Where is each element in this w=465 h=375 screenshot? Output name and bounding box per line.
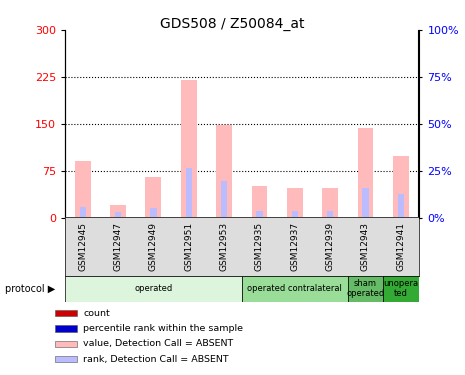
Bar bbox=[322, 188, 338, 218]
Text: operated contralateral: operated contralateral bbox=[247, 284, 342, 293]
Text: protocol ▶: protocol ▶ bbox=[5, 284, 55, 294]
Bar bbox=[221, 181, 227, 218]
Text: GSM12949: GSM12949 bbox=[149, 222, 158, 271]
Text: GSM12951: GSM12951 bbox=[184, 222, 193, 271]
Text: GSM12935: GSM12935 bbox=[255, 222, 264, 271]
Bar bbox=[150, 207, 157, 218]
Text: GSM12947: GSM12947 bbox=[113, 222, 123, 271]
Bar bbox=[393, 156, 409, 218]
Bar bbox=[256, 211, 263, 217]
Text: GSM12941: GSM12941 bbox=[396, 222, 405, 271]
Bar bbox=[252, 186, 267, 218]
Bar bbox=[348, 276, 383, 302]
Bar bbox=[115, 212, 121, 217]
Bar bbox=[55, 326, 77, 332]
Bar bbox=[327, 211, 333, 217]
Text: operated: operated bbox=[134, 284, 173, 293]
Bar bbox=[65, 276, 242, 302]
Text: GDS508 / Z50084_at: GDS508 / Z50084_at bbox=[160, 17, 305, 31]
Bar bbox=[110, 205, 126, 218]
Text: value, Detection Call = ABSENT: value, Detection Call = ABSENT bbox=[83, 339, 233, 348]
Bar bbox=[75, 161, 91, 218]
Text: percentile rank within the sample: percentile rank within the sample bbox=[83, 324, 243, 333]
Bar bbox=[242, 276, 348, 302]
Bar bbox=[55, 310, 77, 316]
Bar bbox=[287, 188, 303, 218]
Text: count: count bbox=[83, 309, 110, 318]
Text: GSM12945: GSM12945 bbox=[78, 222, 87, 271]
Text: GSM12939: GSM12939 bbox=[326, 222, 335, 271]
Bar bbox=[80, 207, 86, 218]
Text: GSM12953: GSM12953 bbox=[219, 222, 229, 271]
Text: GSM12943: GSM12943 bbox=[361, 222, 370, 271]
Text: rank, Detection Call = ABSENT: rank, Detection Call = ABSENT bbox=[83, 355, 229, 364]
Bar bbox=[55, 356, 77, 362]
Text: unopera
ted: unopera ted bbox=[383, 279, 418, 298]
Bar bbox=[146, 177, 161, 218]
Bar bbox=[216, 125, 232, 217]
Bar bbox=[181, 80, 197, 218]
Bar bbox=[398, 194, 404, 217]
Text: GSM12937: GSM12937 bbox=[290, 222, 299, 271]
Bar bbox=[358, 128, 373, 217]
Bar bbox=[55, 340, 77, 347]
Bar bbox=[362, 188, 369, 218]
Bar bbox=[292, 211, 298, 217]
Bar bbox=[186, 168, 192, 217]
Bar bbox=[383, 276, 418, 302]
Text: sham
operated: sham operated bbox=[346, 279, 385, 298]
